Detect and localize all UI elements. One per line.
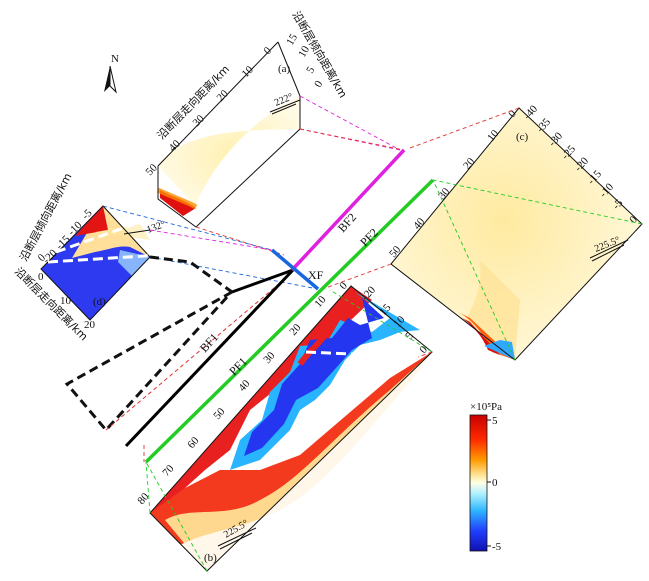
xf-label: XF [308, 268, 324, 282]
panel-c-field [391, 108, 642, 360]
panel-b-trace [305, 350, 419, 359]
bf1-line [124, 268, 295, 448]
panel-a-field [158, 96, 300, 206]
pf2-label: PF2 [357, 226, 381, 250]
bf1-outline-dashed [64, 290, 233, 433]
colorbar-gradient [469, 414, 488, 552]
panel-b-label: (b) [204, 552, 217, 564]
pf1-label: PF1 [226, 355, 250, 379]
panel-c-label: (c) [516, 131, 529, 143]
panel-b-strike-tick: 50 [211, 405, 228, 422]
panel-b-strike-tick: 30 [261, 349, 278, 366]
colorbar: ×10⁵Pa 5 0 -5 [469, 401, 502, 553]
panel-d-strike-tick: 10 [60, 295, 72, 307]
panel-d-hotspot [75, 206, 108, 236]
panel-d-trace-1 [47, 253, 161, 264]
panel-b-strike-tick: 20 [287, 321, 304, 338]
panel-b-strike-tick: 70 [160, 462, 177, 479]
panel-c: 50 40 30 20 10 0 -40 -35 -30 -25 -20 -15… [387, 103, 643, 361]
panel-d-trace-2 [55, 218, 147, 254]
north-arrow: N [104, 53, 119, 94]
bf2-label: BF2 [335, 210, 359, 235]
panel-a-strike-tick: 0 [262, 44, 275, 57]
panel-c-coldspot [484, 340, 515, 360]
panel-d-strike-tick: 20 [84, 319, 96, 331]
panel-d-strike-tick: 0 [38, 271, 44, 283]
panel-a-strike-tick: 10 [240, 63, 257, 80]
colorbar-tick: 0 [492, 477, 498, 489]
colorbar-tick: 5 [492, 415, 498, 427]
north-label: N [111, 53, 119, 65]
panel-b-strike-tick: 40 [236, 377, 253, 394]
panel-a-dip-axis [277, 41, 301, 97]
panel-d: 0 10 20 0 -5 -10 -15 -20 沿断层倾向距离/km 沿断层走… [12, 170, 167, 343]
panel-b: 80 70 60 50 40 30 20 10 0 -20 15 10 5 0 … [135, 280, 433, 572]
colorbar-tick: -5 [492, 541, 502, 553]
xf-line [270, 248, 320, 291]
panel-a-strike-tick: 20 [215, 87, 232, 104]
pf-line [144, 178, 435, 464]
colorbar-unit: ×10⁵Pa [470, 401, 502, 413]
panel-b-strike-tick: 60 [185, 434, 202, 451]
panel-a-dip-tick: 15 [284, 32, 300, 48]
panel-a-strike-axis [157, 41, 279, 167]
panel-d-angle: 132° [145, 219, 167, 236]
north-arrow-icon [104, 66, 110, 92]
guide-lines [102, 95, 643, 572]
bf1-top-dashed [149, 255, 233, 294]
bf2-line [290, 148, 406, 272]
panel-a-dip-tick: 0 [312, 78, 325, 89]
panel-d-label: (d) [93, 296, 106, 308]
panel-a-dip-tick: 5 [304, 64, 317, 75]
panel-a: 50 40 30 20 10 0 15 10 5 0 沿断层走向距离/km 沿断… [144, 9, 350, 228]
panel-a-label: (a) [278, 63, 291, 75]
panel-a-strike-tick: 30 [191, 112, 208, 129]
